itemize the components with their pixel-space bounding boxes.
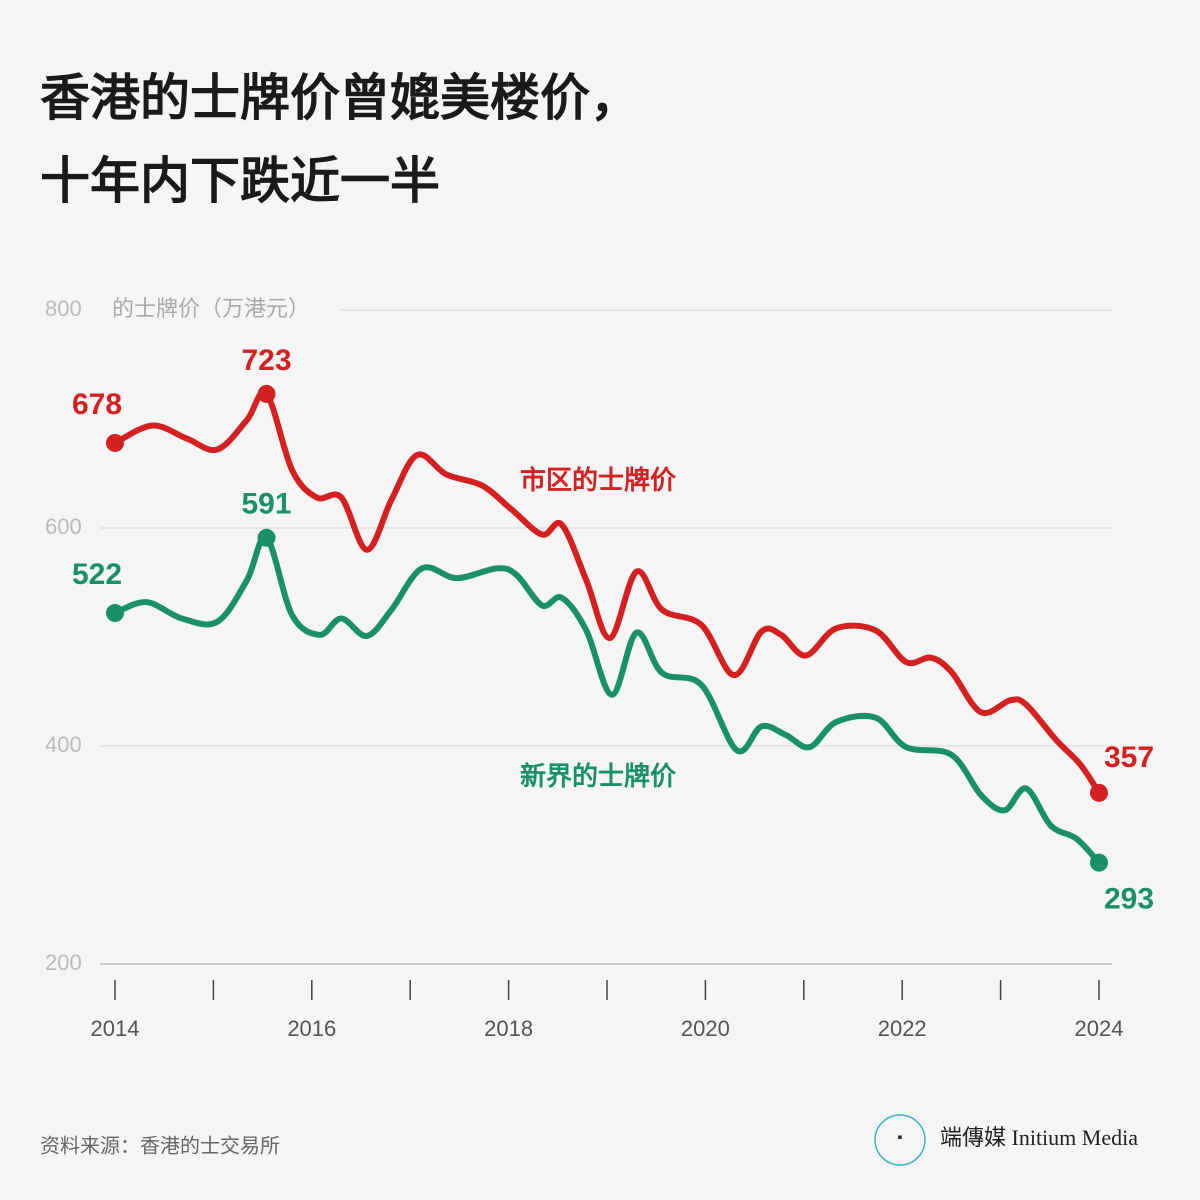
logo-mark: ▪ (898, 1129, 903, 1145)
line (112, 389, 1102, 796)
data-label: 293 (1104, 883, 1154, 916)
point (257, 528, 276, 547)
source: 资料来源：香港的士交易所 (40, 1134, 280, 1157)
point (257, 384, 276, 403)
brand: 端傳媒 Initium Media (940, 1125, 1138, 1150)
point (106, 433, 124, 452)
y-tick-label: 600 (45, 514, 82, 539)
point (106, 604, 124, 623)
x-tick-label: 2016 (287, 1016, 336, 1041)
point (1090, 783, 1108, 802)
data-label: 678 (72, 388, 122, 421)
x-tick-label: 2024 (1075, 1016, 1124, 1041)
data-label: 591 (242, 488, 292, 521)
logo (874, 1114, 926, 1166)
point (1090, 853, 1108, 872)
legend-label: 市区的士牌价 (520, 465, 677, 495)
y-tick-label: 400 (45, 732, 82, 757)
data-label: 522 (72, 558, 122, 591)
line (112, 534, 1102, 866)
x-tick-label: 2018 (484, 1016, 533, 1041)
chart-title: 香港的士牌价曾媲美楼价， (40, 70, 640, 126)
chart-title: 十年内下跌近一半 (40, 153, 440, 209)
data-label: 723 (242, 344, 292, 377)
data-label: 357 (1104, 741, 1154, 774)
y-tick-label: 800 (45, 296, 82, 321)
x-tick-label: 2014 (91, 1016, 140, 1041)
x-tick-label: 2022 (878, 1016, 927, 1041)
x-tick-label: 2020 (681, 1016, 730, 1041)
legend-label: 新界的士牌价 (520, 761, 677, 791)
y-axis-label: 的士牌价（万港元） (112, 296, 310, 321)
y-tick-label: 200 (45, 950, 82, 975)
